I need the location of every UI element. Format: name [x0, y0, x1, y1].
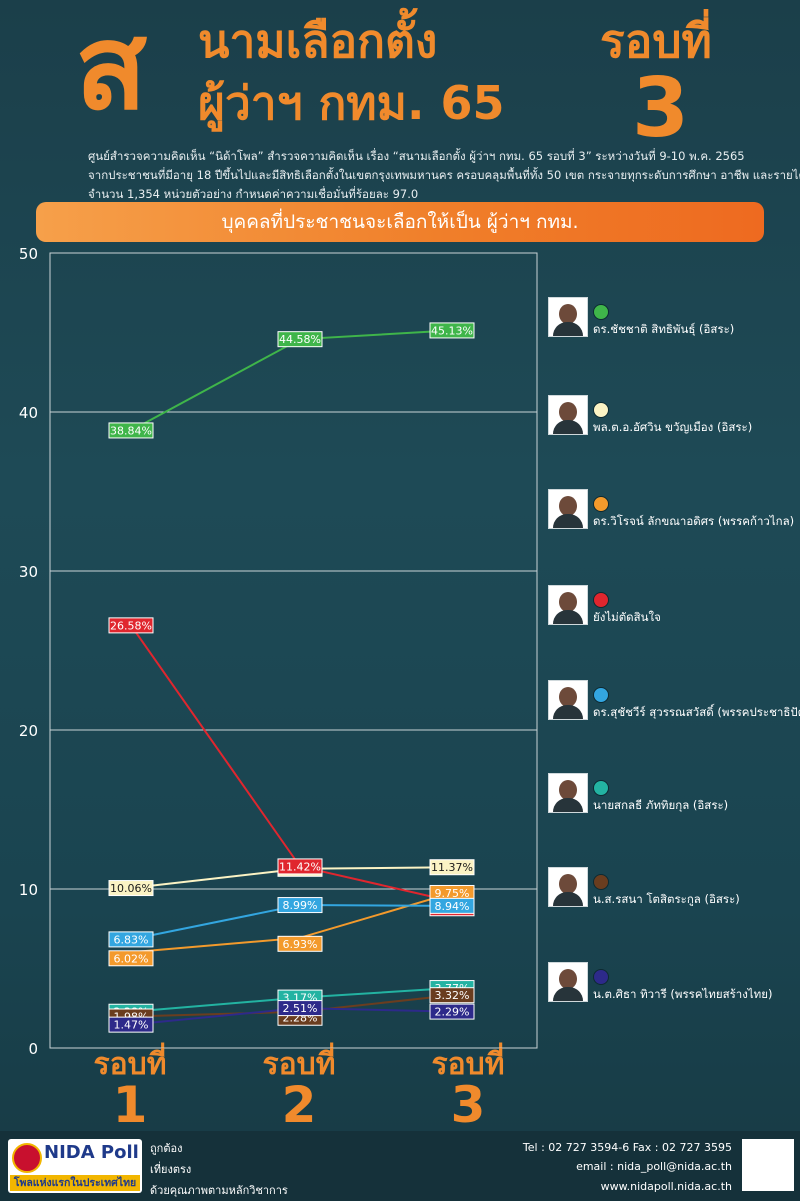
data-label-box-7-0	[108, 1016, 154, 1033]
data-label-2-2: 9.75%	[435, 887, 470, 900]
plot-area	[49, 252, 538, 1049]
legend-dot	[593, 592, 609, 608]
x-label-round-1-text: รอบที่	[93, 1047, 167, 1082]
legend-label: ดร.ชัชชาติ สิทธิพันธุ์ (อิสระ)	[593, 322, 735, 336]
title-line-2: ผู้ว่าฯ กทม. 65	[198, 76, 505, 130]
data-label-7-2: 2.29%	[435, 1006, 470, 1019]
candidate-photo	[548, 680, 588, 720]
chart-subtitle-bar: บุคคลที่ประชาชนจะเลือกให้เป็น ผู้ว่าฯ กท…	[36, 202, 764, 242]
legend-dot	[593, 402, 609, 418]
big-title-letter: ส	[75, 0, 148, 136]
round-number: 3	[632, 61, 690, 156]
candidate-photo	[548, 962, 588, 1002]
qr-code-icon[interactable]	[742, 1139, 794, 1191]
data-label-box-3-0	[108, 617, 154, 634]
x-label-round-2: รอบที่ 2	[244, 1047, 354, 1134]
data-label-box-4-2	[429, 897, 475, 914]
contact-tel: Tel : 02 727 3594-6 Fax : 02 727 3595	[522, 1141, 732, 1154]
legend-dot	[593, 969, 609, 985]
motto-2: เที่ยงตรง	[150, 1163, 192, 1176]
data-label-3-0: 26.58%	[110, 619, 152, 632]
legend-dot	[593, 780, 609, 796]
data-label-box-6-2	[429, 987, 475, 1004]
legend-label: น.ส.รสนา โตสิตระกูล (อิสระ)	[593, 892, 740, 906]
legend-dot	[593, 687, 609, 703]
candidate-photo	[548, 489, 588, 529]
y-tick-0: 0	[28, 1040, 38, 1058]
line-chart: 0102030405038.84%44.58%45.13%10.06%11.27…	[19, 245, 538, 1058]
data-label-0-0: 38.84%	[110, 424, 152, 437]
logo-tagline: โพลแห่งแรกในประเทศไทย	[10, 1175, 140, 1191]
data-label-box-1-2	[429, 859, 475, 876]
data-label-0-2: 45.13%	[431, 324, 473, 337]
legend-label: นายสกลธี ภัททิยกุล (อิสระ)	[593, 798, 729, 812]
y-tick-20: 20	[19, 722, 38, 740]
legend-label: ยังไม่ตัดสินใจ	[593, 610, 661, 624]
legend-dot	[593, 304, 609, 320]
data-label-1-0: 10.06%	[110, 882, 152, 895]
data-label-box-3-1	[277, 858, 323, 875]
data-label-7-0: 1.47%	[114, 1019, 149, 1032]
candidate-photo	[548, 395, 588, 435]
y-tick-50: 50	[19, 245, 38, 263]
motto-1: ถูกต้อง	[150, 1142, 183, 1155]
x-label-round-1: รอบที่ 1	[75, 1047, 185, 1134]
candidate-photo	[548, 773, 588, 813]
data-label-box-2-0	[108, 950, 154, 967]
candidate-photo	[548, 867, 588, 907]
x-label-round-3: รอบที่ 3	[413, 1047, 523, 1134]
y-tick-30: 30	[19, 563, 38, 581]
x-label-round-2-text: รอบที่	[262, 1047, 336, 1082]
legend-label: ดร.สุชัชวีร์ สุวรรณสวัสดิ์ (พรรคประชาธิป…	[593, 705, 800, 719]
data-label-box-0-2	[429, 322, 475, 339]
title-line-1: นามเลือกตั้ง	[198, 14, 438, 68]
logo-text: NIDA Poll	[44, 1142, 139, 1163]
legend-label: พล.ต.อ.อัศวิน ขวัญเมือง (อิสระ)	[593, 420, 753, 434]
description-line-2: จากประชาชนที่มีอายุ 18 ปีขึ้นไปและมีสิทธ…	[88, 168, 800, 182]
data-label-box-7-1	[277, 1000, 323, 1017]
data-label-1-2: 11.37%	[431, 861, 473, 874]
legend-label: น.ต.ศิธา ทิวารี (พรรคไทยสร้างไทย)	[593, 987, 773, 1001]
legend-dot	[593, 496, 609, 512]
x-label-round-3-text: รอบที่	[431, 1047, 505, 1082]
y-tick-40: 40	[19, 404, 38, 422]
description-line-3: จำนวน 1,354 หน่วยตัวอย่าง กำหนดค่าความเช…	[88, 187, 419, 201]
x-label-round-1-number: 1	[112, 1076, 148, 1134]
data-label-4-1: 8.99%	[283, 899, 318, 912]
description-line-1: ศูนย์สำรวจความคิดเห็น “นิด้าโพล” สำรวจคว…	[88, 149, 745, 163]
nida-emblem-icon	[12, 1143, 42, 1173]
motto-3: ด้วยคุณภาพตามหลักวิชาการ	[150, 1184, 288, 1197]
data-label-2-0: 6.02%	[114, 952, 149, 965]
candidate-photo	[548, 585, 588, 625]
data-label-0-1: 44.58%	[279, 333, 321, 346]
contact-web: www.nidapoll.nida.ac.th	[600, 1180, 732, 1193]
legend-label: ดร.วิโรจน์ ลักขณาอดิศร (พรรคก้าวไกล)	[593, 514, 795, 528]
data-label-box-4-1	[277, 897, 323, 914]
data-label-3-1: 11.42%	[279, 860, 321, 873]
data-label-4-0: 6.83%	[114, 933, 149, 946]
data-label-7-1: 2.51%	[283, 1002, 318, 1015]
y-tick-10: 10	[19, 881, 38, 899]
data-label-2-1: 6.93%	[283, 938, 318, 951]
data-label-box-1-0	[108, 880, 154, 897]
data-label-4-2: 8.94%	[435, 900, 470, 913]
chart-subtitle: บุคคลที่ประชาชนจะเลือกให้เป็น ผู้ว่าฯ กท…	[221, 211, 579, 233]
x-label-round-2-number: 2	[281, 1076, 317, 1134]
data-label-box-2-1	[277, 935, 323, 952]
data-label-6-2: 3.32%	[435, 989, 470, 1002]
x-label-round-3-number: 3	[450, 1076, 486, 1134]
data-label-box-4-0	[108, 931, 154, 948]
contact-email: email : nida_poll@nida.ac.th	[576, 1160, 732, 1173]
legend-dot	[593, 874, 609, 890]
candidate-photo	[548, 297, 588, 337]
round-label: รอบที่	[600, 14, 712, 68]
data-label-box-0-0	[108, 422, 154, 439]
data-label-box-0-1	[277, 331, 323, 348]
data-label-box-7-2	[429, 1003, 475, 1020]
